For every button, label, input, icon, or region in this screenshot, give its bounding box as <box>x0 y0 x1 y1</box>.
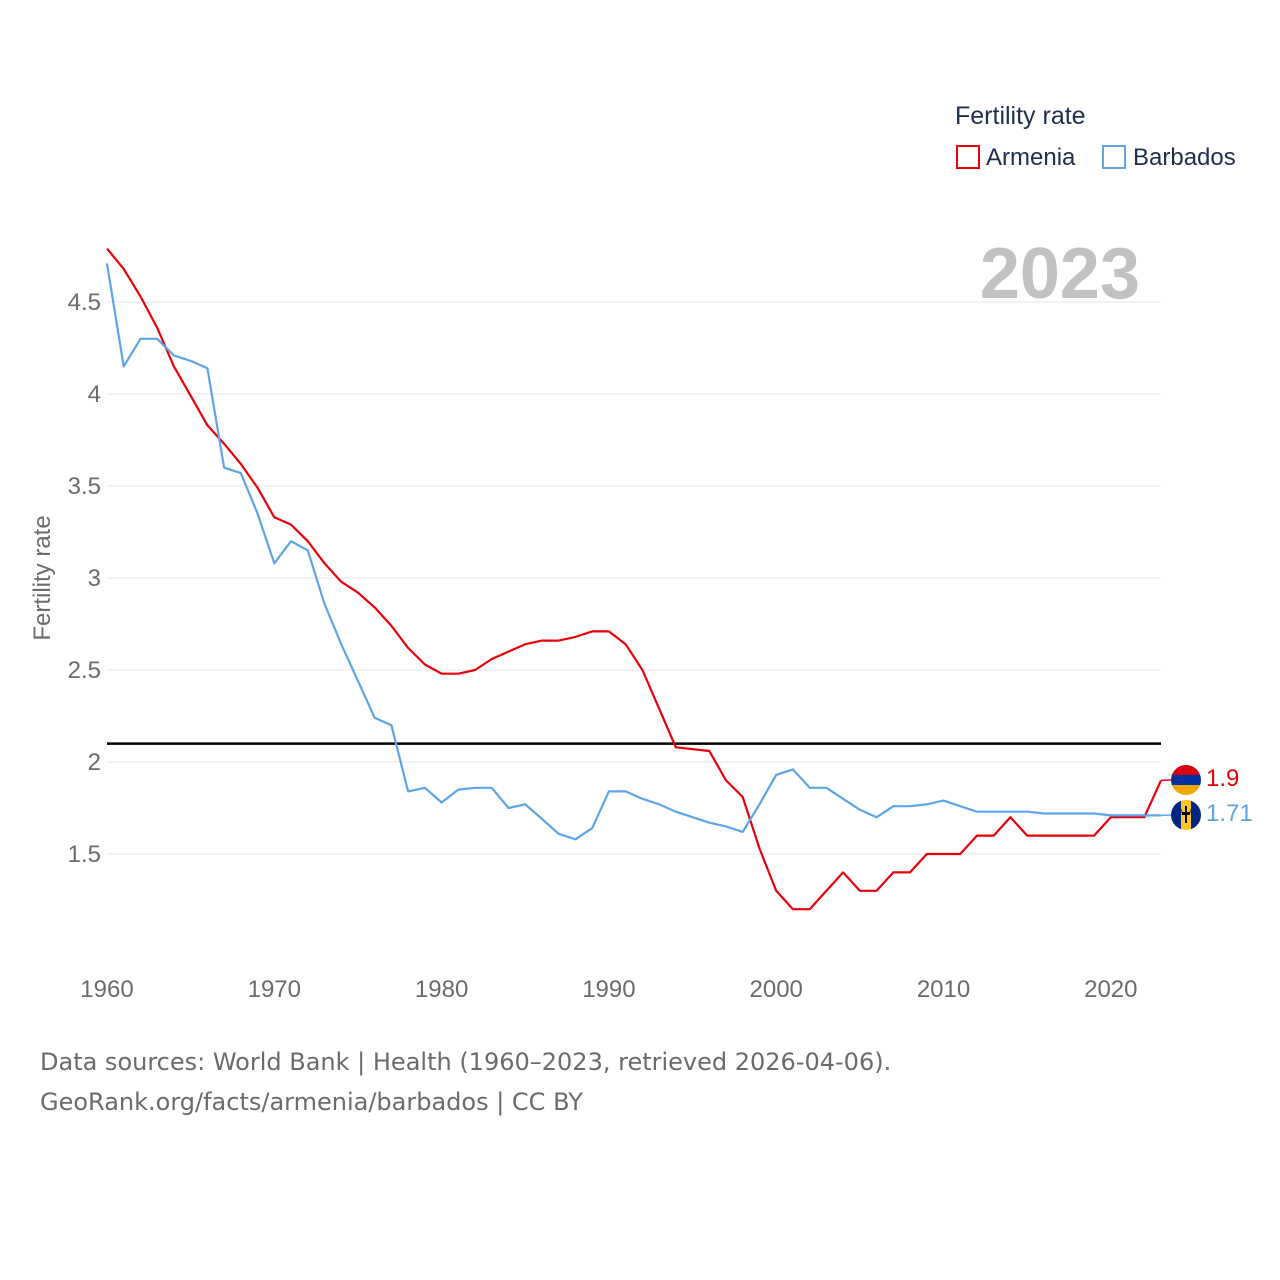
y-tick-label: 1.5 <box>68 841 101 868</box>
fertility-rate-chart: Fertility rate Armenia Barbados 2023 Fer… <box>29 102 1253 1003</box>
end-label-barbados: 1.71 <box>1206 800 1253 827</box>
armenia-flag-icon <box>1171 765 1201 795</box>
legend-swatch-barbados <box>1102 145 1126 169</box>
x-tick-label: 1970 <box>248 976 301 1003</box>
data-source-note: Data sources: World Bank | Health (1960–… <box>40 1048 892 1076</box>
y-axis-ticks: 4.5 4 3.5 3 2.5 2 1.5 <box>68 289 101 868</box>
y-tick-label: 4 <box>88 381 101 408</box>
legend-label-armenia[interactable]: Armenia <box>986 144 1076 171</box>
y-tick-label: 3.5 <box>68 473 101 500</box>
x-tick-label: 2010 <box>917 976 970 1003</box>
x-tick-label: 1960 <box>80 976 133 1003</box>
series-line-barbados <box>105 263 1161 841</box>
barbados-flag-icon <box>1171 800 1201 830</box>
end-label-armenia: 1.9 <box>1206 765 1239 792</box>
y-tick-label: 2.5 <box>68 657 101 684</box>
footer: Data sources: World Bank | Health (1960–… <box>40 1042 891 1122</box>
y-tick-label: 4.5 <box>68 289 101 316</box>
y-tick-label: 2 <box>88 749 101 776</box>
end-markers: 1.9 1.71 <box>1171 765 1253 830</box>
y-axis-label: Fertility rate <box>29 515 56 640</box>
x-tick-label: 2020 <box>1084 976 1137 1003</box>
x-tick-label: 1980 <box>415 976 468 1003</box>
series-lines <box>105 247 1172 911</box>
year-watermark: 2023 <box>980 234 1140 314</box>
legend-swatch-armenia <box>956 145 980 169</box>
legend-label-barbados[interactable]: Barbados <box>1133 144 1236 171</box>
series-line-armenia <box>106 247 1163 911</box>
legend-title: Fertility rate <box>955 102 1086 130</box>
y-tick-label: 3 <box>88 565 101 592</box>
x-tick-label: 1990 <box>582 976 635 1003</box>
legend: Fertility rate Armenia Barbados <box>955 102 1236 171</box>
x-tick-label: 2000 <box>750 976 803 1003</box>
attribution-link[interactable]: GeoRank.org/facts/armenia/barbados | CC … <box>40 1088 583 1116</box>
gridlines <box>107 301 1161 855</box>
x-axis-ticks: 1960 1970 1980 1990 2000 2010 2020 <box>80 976 1137 1003</box>
